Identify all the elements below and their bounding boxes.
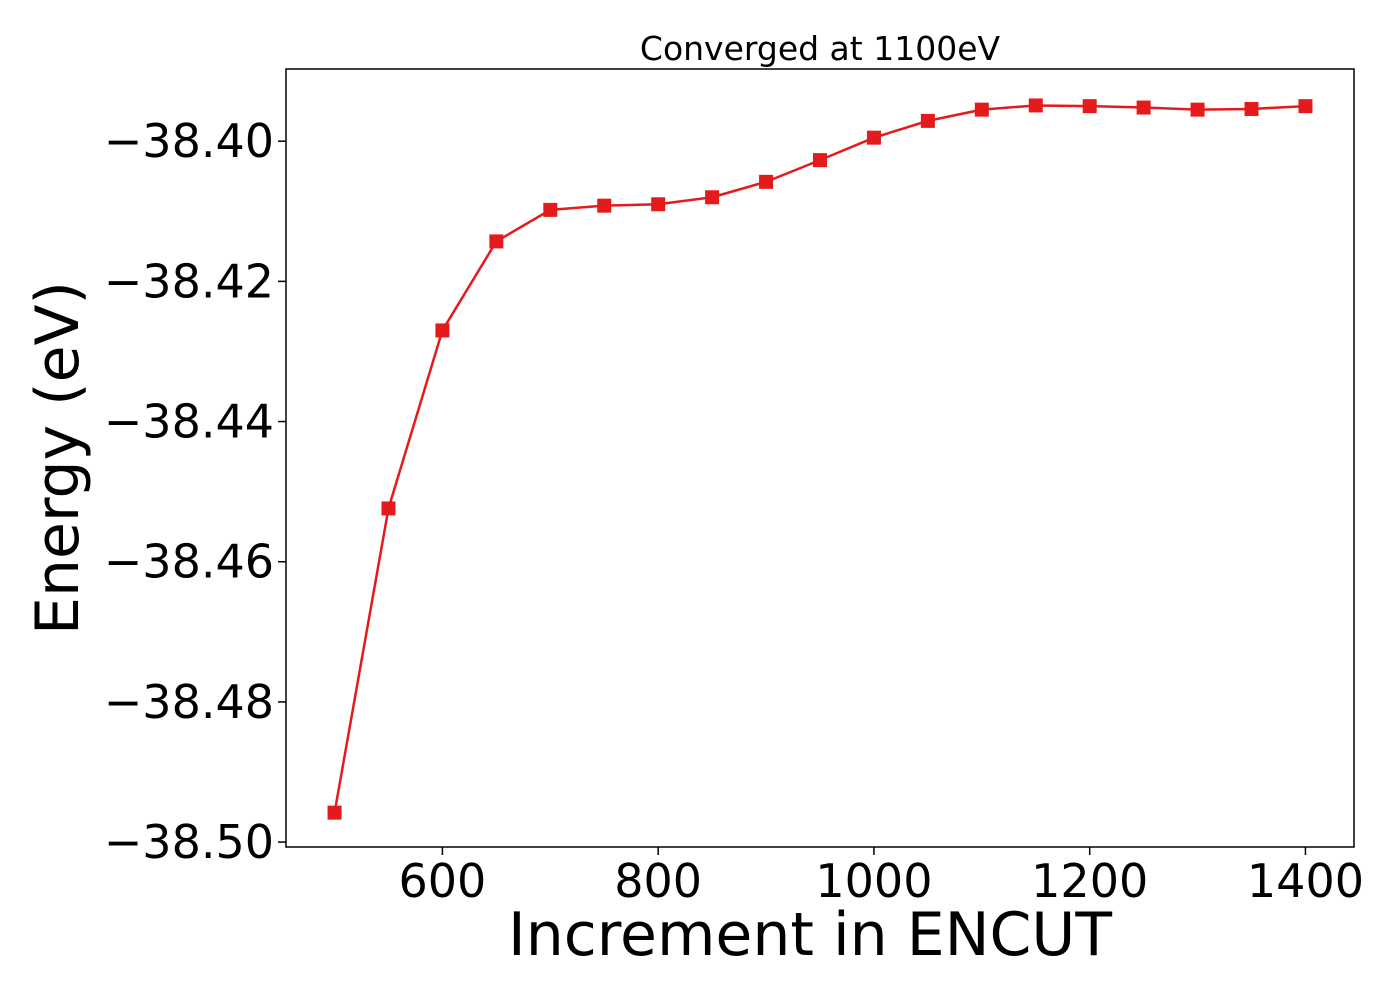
data-point-marker [1244, 101, 1259, 116]
y-tick-label: −38.48 [104, 675, 274, 729]
data-point-marker [1190, 102, 1205, 117]
y-tick-label: −38.50 [104, 815, 274, 869]
data-point-marker [1082, 99, 1097, 114]
y-tick-label: −38.44 [104, 395, 274, 449]
data-point-marker [597, 198, 612, 213]
x-tick-label: 1400 [1247, 854, 1364, 908]
chart-title: Converged at 1100eV [640, 29, 1001, 68]
data-point-marker [381, 501, 396, 516]
data-point-marker [705, 190, 720, 205]
series-layer [327, 98, 1313, 820]
data-point-marker [489, 234, 504, 249]
data-point-marker [651, 197, 666, 212]
x-axis: 600 800 1000 1200 1400 [399, 847, 1364, 908]
plot-area [285, 68, 1355, 848]
data-point-marker [759, 174, 774, 189]
data-point-marker [435, 323, 450, 338]
y-tick-label: −38.42 [104, 254, 274, 308]
data-point-marker [813, 153, 827, 168]
x-tick-label: 1200 [1031, 854, 1148, 908]
x-tick-label: 1000 [815, 854, 932, 908]
data-point-marker [1028, 98, 1043, 113]
y-axis-title: Energy (eV) [23, 281, 93, 635]
data-point-marker [920, 113, 935, 128]
x-tick-label: 800 [614, 854, 702, 908]
series-line [333, 104, 1306, 813]
data-point-marker [1298, 99, 1313, 114]
y-tick-label: −38.46 [104, 535, 274, 589]
y-tick-label: −38.40 [104, 114, 274, 168]
x-tick-label: 600 [399, 854, 487, 908]
data-point-marker [1136, 100, 1151, 115]
data-point-marker [327, 805, 342, 820]
data-point-marker [866, 130, 881, 145]
x-axis-title: Increment in ENCUT [508, 900, 1112, 970]
y-axis: −38.40 −38.42 −38.44 −38.46 −38.48 −38.50 [104, 114, 286, 869]
data-point-marker [543, 202, 558, 217]
data-point-marker [974, 102, 989, 117]
